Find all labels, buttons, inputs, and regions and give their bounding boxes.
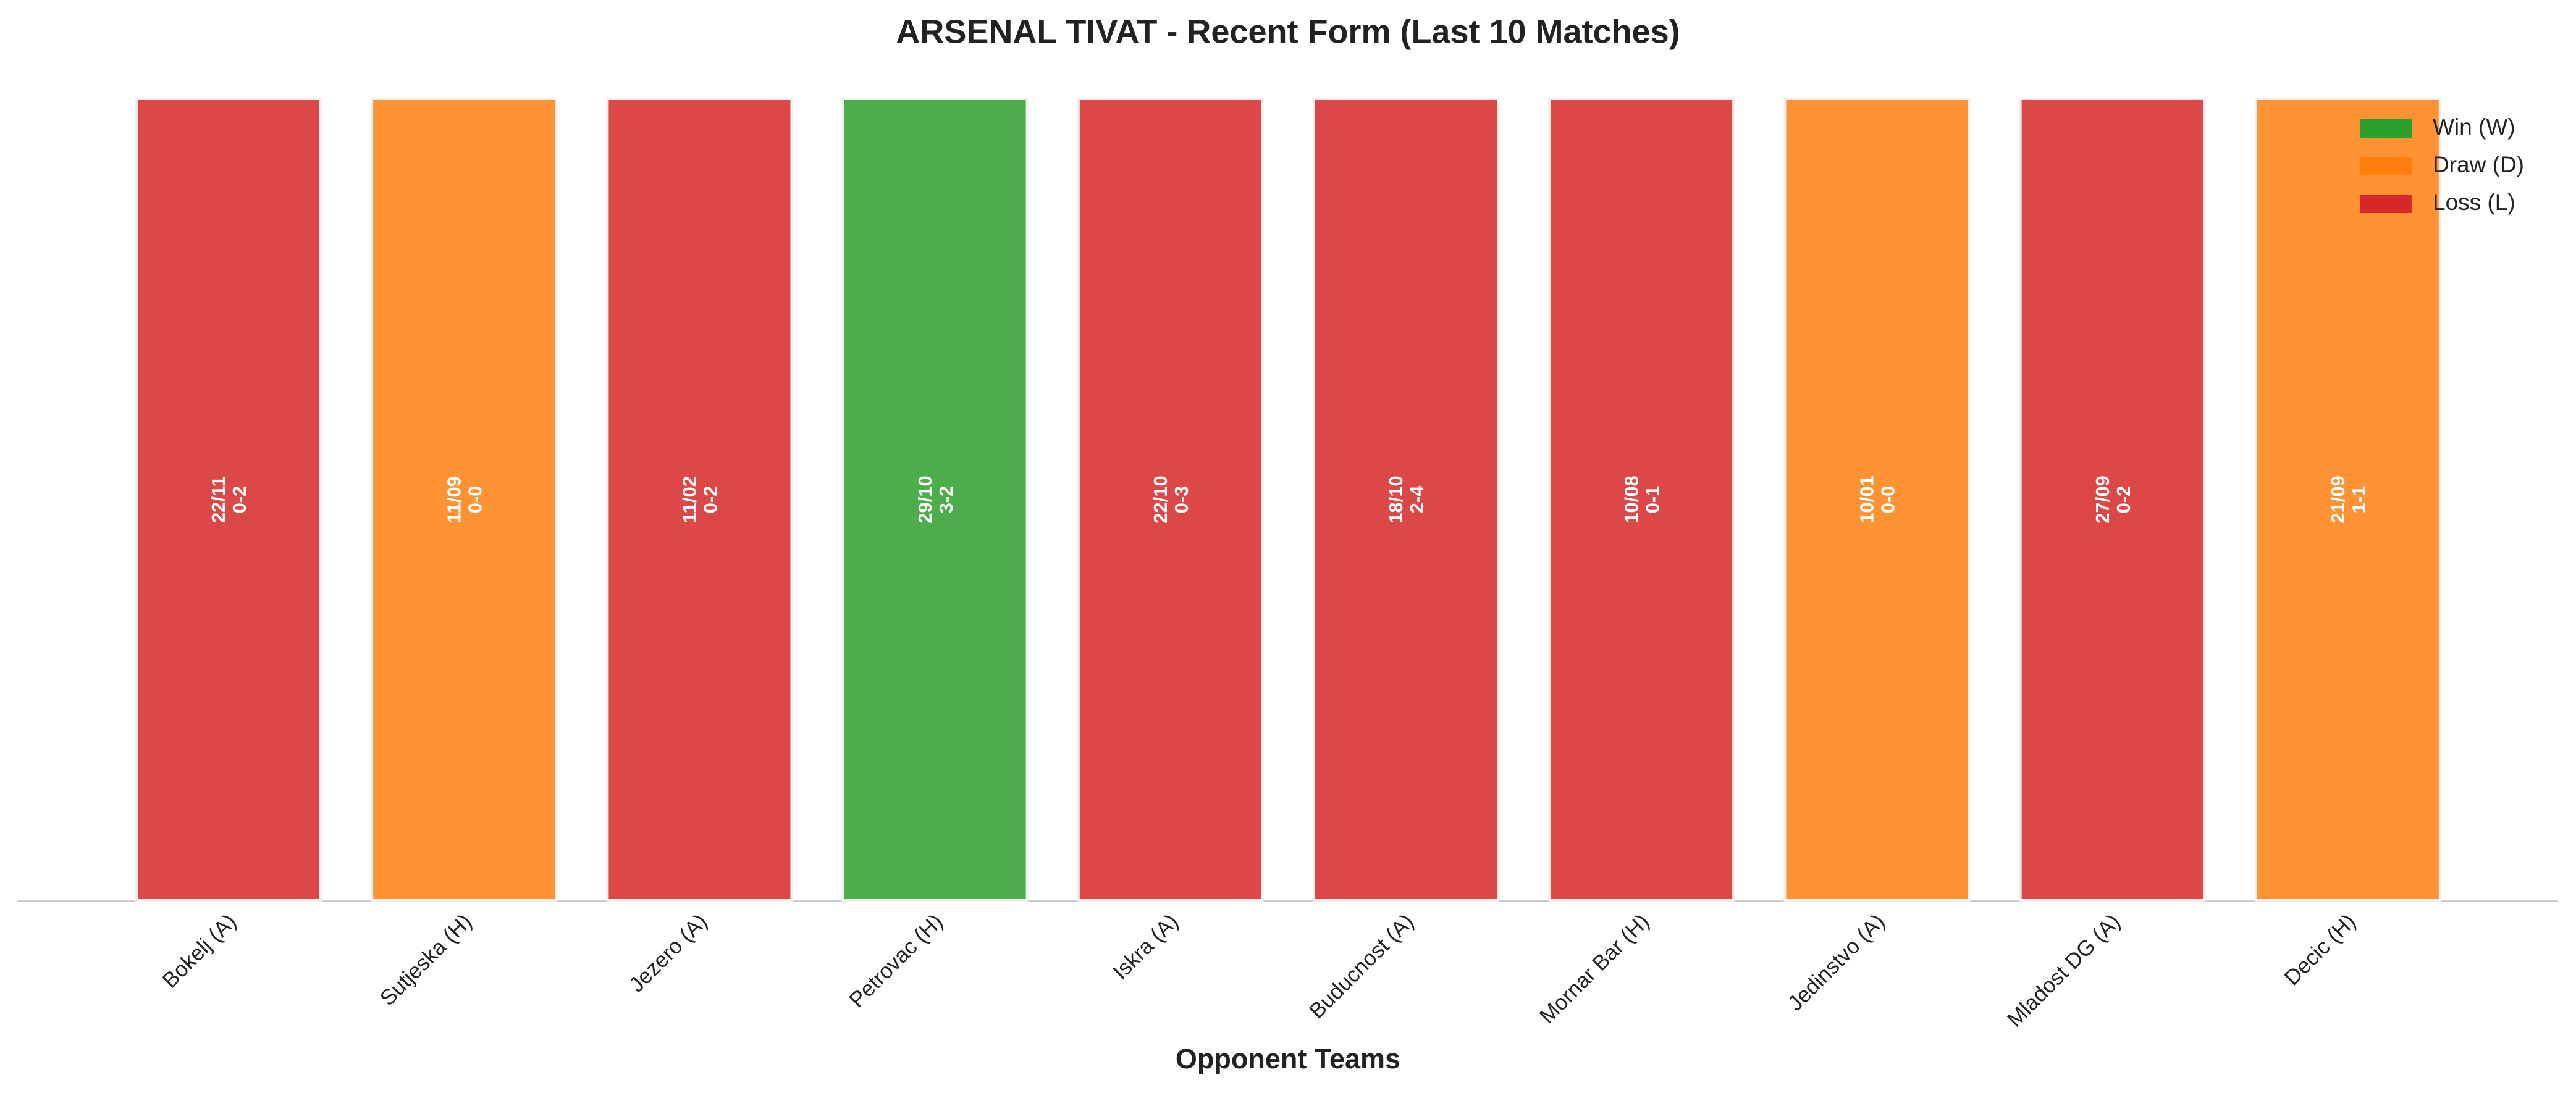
bar-label: 10/08 0-1	[1620, 475, 1663, 524]
bar	[371, 98, 558, 902]
x-tick-label: Petrovac (H)	[844, 910, 947, 1012]
bar	[1783, 98, 1971, 902]
bar	[2254, 98, 2441, 902]
x-tick: Bokelj (A)	[158, 910, 241, 993]
x-tick-label: Buducnost (A)	[1305, 910, 1418, 1023]
bar	[1548, 98, 1735, 902]
x-tick: Sutjeska (H)	[376, 910, 477, 1011]
legend-swatch	[2360, 195, 2412, 213]
bar-date: 10/08	[1620, 475, 1642, 524]
x-tick: Mladost DG (A)	[2003, 910, 2125, 1032]
bar-label: 27/09 0-2	[2092, 475, 2134, 524]
x-tick: Mornar Bar (H)	[1535, 910, 1654, 1029]
bar	[2019, 98, 2206, 902]
bar-score: 0-1	[1641, 486, 1663, 514]
bar-score: 2-4	[1406, 485, 1428, 514]
legend-swatch	[2360, 119, 2412, 138]
x-tick-label: Decic (H)	[2279, 910, 2360, 990]
legend-label: Loss (L)	[2433, 190, 2515, 215]
bar	[1077, 98, 1264, 902]
bar	[135, 98, 322, 902]
x-tick-label: Mornar Bar (H)	[1535, 910, 1654, 1029]
bar-date: 11/09	[443, 476, 465, 523]
bar-score: 0-0	[1877, 486, 1899, 514]
x-tick-label: Jedinstvo (A)	[1783, 910, 1890, 1016]
bar	[606, 98, 793, 902]
bar-label: 21/09 1-1	[2327, 475, 2370, 524]
bar-date: 27/09	[2092, 475, 2113, 524]
x-tick-label: Jezero (A)	[625, 910, 712, 997]
bar	[1313, 98, 1499, 902]
bar-score: 3-2	[935, 486, 957, 514]
legend-swatch	[2360, 157, 2412, 175]
legend-label: Draw (D)	[2433, 152, 2524, 177]
bar-label: 22/10 0-3	[1150, 475, 1192, 524]
bar-label: 29/10 3-2	[914, 475, 957, 524]
bar-label: 11/09 0-0	[443, 476, 486, 523]
x-axis-label: Opponent Teams	[1176, 1043, 1400, 1074]
bar-date: 22/10	[1150, 475, 1171, 524]
x-tick-label: Sutjeska (H)	[376, 910, 477, 1011]
x-tick: Buducnost (A)	[1305, 910, 1418, 1023]
bar-label: 18/10 2-4	[1385, 475, 1428, 524]
chart-title: ARSENAL TIVAT - Recent Form (Last 10 Mat…	[896, 13, 1680, 50]
x-tick-label: Iskra (A)	[1108, 910, 1183, 984]
bar-score: 0-2	[229, 486, 250, 514]
bar-date: 11/02	[679, 476, 701, 523]
bar-label: 10/01 0-0	[1856, 475, 1899, 524]
x-tick: Jedinstvo (A)	[1783, 910, 1890, 1016]
bar-score: 0-0	[464, 486, 486, 514]
bar-label: 22/11 0-2	[208, 476, 250, 523]
bar-score: 0-2	[700, 486, 722, 514]
x-tick-label: Mladost DG (A)	[2003, 910, 2125, 1032]
legend-label: Win (W)	[2433, 114, 2515, 140]
bar-score: 0-3	[1171, 486, 1192, 514]
bar-label: 11/02 0-2	[679, 476, 722, 523]
x-tick-label: Bokelj (A)	[158, 910, 241, 993]
bar-score: 1-1	[2348, 486, 2370, 514]
bar-date: 18/10	[1385, 475, 1407, 524]
bar-date: 10/01	[1856, 475, 1878, 524]
bar-date: 22/11	[208, 476, 229, 523]
x-tick: Iskra (A)	[1108, 910, 1183, 984]
bar	[841, 98, 1029, 902]
bar-date: 29/10	[914, 475, 936, 524]
x-tick: Petrovac (H)	[844, 910, 947, 1012]
x-tick: Decic (H)	[2279, 910, 2360, 990]
bar-date: 21/09	[2327, 475, 2349, 524]
x-tick: Jezero (A)	[625, 910, 712, 997]
bar-score: 0-2	[2113, 486, 2134, 514]
